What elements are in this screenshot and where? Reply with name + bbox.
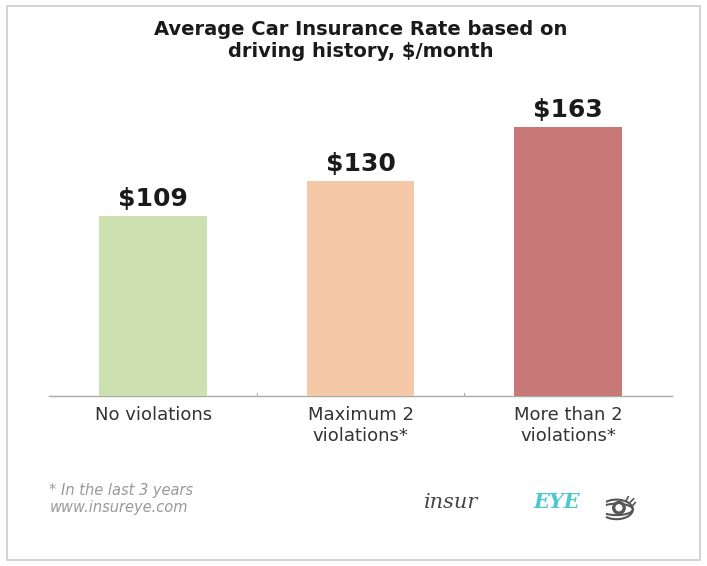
Bar <box>99 216 207 396</box>
Circle shape <box>616 505 622 511</box>
Text: $163: $163 <box>533 97 603 122</box>
Text: insur: insur <box>424 493 479 512</box>
Title: Average Car Insurance Rate based on
driving history, $/month: Average Car Insurance Rate based on driv… <box>154 20 567 61</box>
Text: $109: $109 <box>118 187 188 211</box>
Circle shape <box>613 501 625 514</box>
Bar <box>307 181 414 396</box>
Bar <box>514 127 622 396</box>
Text: * In the last 3 years
www.insureye.com: * In the last 3 years www.insureye.com <box>49 483 194 515</box>
Text: $130: $130 <box>326 152 395 176</box>
Text: EYE: EYE <box>534 492 580 512</box>
